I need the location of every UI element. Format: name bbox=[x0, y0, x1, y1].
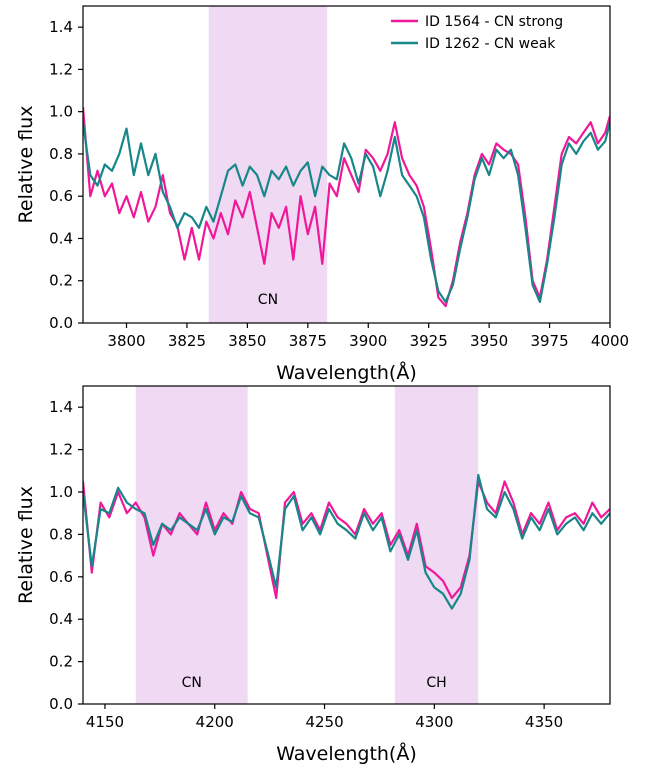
plot-frame bbox=[82, 5, 611, 324]
x-tick-label: 4300 bbox=[415, 713, 453, 731]
series-line-cn-strong bbox=[83, 480, 610, 600]
chart-panel-1: CN 3800 3825 3850 3875 3900 3925 3950 3975 4000 0.… bbox=[15, 5, 629, 384]
legend: ID 1564 - CN strong ID 1262 - CN weak bbox=[391, 14, 563, 52]
y-tick-label: 1.4 bbox=[49, 18, 73, 36]
band-label: CN bbox=[258, 292, 278, 308]
x-tick-label: 3925 bbox=[410, 332, 448, 350]
y-axis-label: Relative flux bbox=[15, 486, 37, 604]
x-tick-label: 3900 bbox=[349, 332, 387, 350]
x-tick-label: 3800 bbox=[107, 332, 145, 350]
band-label: CN bbox=[182, 675, 202, 691]
x-axis-label: Wavelength(Å) bbox=[276, 361, 417, 384]
x-axis-label: Wavelength(Å) bbox=[276, 742, 417, 765]
plot-frame bbox=[82, 385, 611, 705]
y-tick-label: 1.2 bbox=[49, 60, 73, 78]
x-tick-label: 3825 bbox=[168, 332, 206, 350]
x-tick-label: 4150 bbox=[86, 713, 124, 731]
y-tick-label: 0.2 bbox=[49, 272, 73, 290]
x-tick-label: 3950 bbox=[470, 332, 508, 350]
y-tick-label: 1.0 bbox=[49, 483, 73, 501]
x-tick-label: 4250 bbox=[305, 713, 343, 731]
x-tick-label: 4350 bbox=[525, 713, 563, 731]
y-tick-label: 0.0 bbox=[49, 695, 73, 713]
y-tick-label: 0.4 bbox=[49, 610, 73, 628]
legend-entry: ID 1262 - CN weak bbox=[425, 36, 556, 52]
x-tick-label: 4200 bbox=[196, 713, 234, 731]
y-axis-label: Relative flux bbox=[15, 106, 37, 224]
y-tick-label: 0.4 bbox=[49, 229, 73, 247]
y-tick-label: 0.0 bbox=[49, 314, 73, 332]
y-tick-label: 0.8 bbox=[49, 525, 73, 543]
chart-panel-2: CN CH 4150 4200 4250 4300 4350 0.0 0.2 0.4 0.6 0.8 1… bbox=[15, 385, 611, 765]
y-tick-label: 0.6 bbox=[49, 568, 73, 586]
series-line-cn-weak bbox=[83, 473, 610, 610]
band-label: CH bbox=[426, 675, 446, 691]
y-tick-label: 0.8 bbox=[49, 145, 73, 163]
x-tick-label: 3875 bbox=[289, 332, 327, 350]
band-cn-1 bbox=[208, 6, 328, 323]
y-tick-label: 0.6 bbox=[49, 187, 73, 205]
series-line-cn-strong bbox=[83, 107, 610, 308]
y-tick-label: 1.0 bbox=[49, 103, 73, 121]
y-tick-label: 1.2 bbox=[49, 441, 73, 459]
x-tick-label: 3850 bbox=[228, 332, 266, 350]
series-line-cn-weak bbox=[83, 121, 610, 303]
band-ch-2 bbox=[394, 386, 479, 704]
y-tick-label: 0.2 bbox=[49, 653, 73, 671]
x-tick-label: 4000 bbox=[591, 332, 629, 350]
legend-entry: ID 1564 - CN strong bbox=[425, 14, 563, 30]
y-tick-label: 1.4 bbox=[49, 398, 73, 416]
x-tick-label: 3975 bbox=[530, 332, 568, 350]
